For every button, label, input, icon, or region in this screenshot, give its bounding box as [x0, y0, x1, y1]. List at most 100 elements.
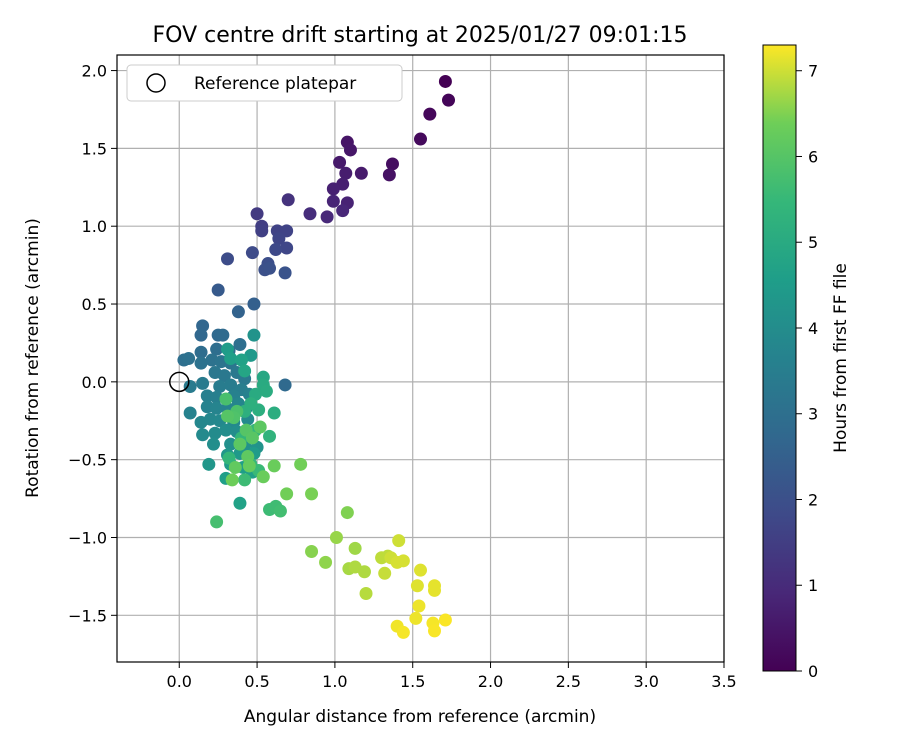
legend-reference-marker — [146, 73, 166, 93]
data-point — [278, 266, 292, 280]
data-point — [256, 470, 270, 484]
data-point — [253, 420, 267, 434]
data-point — [224, 378, 238, 392]
data-point — [442, 93, 456, 107]
data-point — [219, 423, 233, 437]
data-point — [238, 473, 252, 487]
data-point — [217, 369, 231, 383]
data-point — [255, 224, 269, 238]
data-point — [272, 232, 286, 246]
y-tick-label: −1.0 — [68, 528, 107, 547]
data-point — [221, 252, 235, 266]
data-point — [233, 437, 247, 451]
data-point — [329, 530, 343, 544]
data-point — [273, 504, 287, 518]
data-point — [412, 599, 426, 613]
data-point — [210, 515, 224, 529]
data-point — [216, 328, 230, 342]
data-point — [269, 243, 283, 257]
colorbar-tick-label: 6 — [808, 147, 818, 166]
data-point — [305, 544, 319, 558]
data-point — [396, 625, 410, 639]
data-point — [423, 107, 437, 121]
data-point — [354, 166, 368, 180]
data-point — [210, 401, 224, 415]
colorbar-tick-label: 7 — [808, 62, 818, 81]
x-tick-label: 3.0 — [633, 672, 658, 691]
data-point — [326, 194, 340, 208]
reference-platepar-marker — [169, 371, 190, 393]
data-point — [182, 352, 196, 365]
data-point — [231, 305, 245, 319]
x-tick-label: 1.5 — [400, 672, 425, 691]
data-point — [238, 364, 252, 378]
data-point — [233, 496, 247, 510]
x-tick-label: 2.5 — [556, 672, 581, 691]
y-axis-label: Rotation from reference (arcmin) — [23, 218, 43, 498]
data-point — [194, 356, 208, 370]
x-tick-label: 2.0 — [478, 672, 503, 691]
colorbar-ticks: 0 1 2 3 4 5 6 7 — [796, 62, 818, 681]
data-point — [343, 143, 357, 157]
colorbar-tick-label: 1 — [808, 576, 818, 595]
colorbar-label: Hours from first FF file — [831, 263, 851, 453]
data-point — [326, 182, 340, 196]
data-point — [340, 506, 354, 520]
data-point — [210, 342, 224, 356]
data-point — [224, 437, 238, 451]
data-point — [183, 406, 197, 420]
data-point — [280, 487, 294, 501]
data-point — [280, 241, 294, 255]
colorbar-tick-label: 2 — [808, 490, 818, 509]
data-point — [392, 534, 406, 548]
chart-title: FOV centre drift starting at 2025/01/27 … — [153, 23, 688, 48]
data-point — [294, 457, 308, 471]
data-point — [235, 353, 249, 367]
reference-marker-layer — [169, 371, 190, 393]
y-tick-label: 2.0 — [82, 62, 107, 81]
data-point — [247, 297, 261, 311]
data-point — [225, 473, 239, 487]
data-point — [194, 328, 208, 342]
legend: Reference platepar — [126, 64, 403, 102]
data-point — [196, 428, 210, 442]
data-point — [414, 563, 427, 577]
data-point — [319, 555, 333, 569]
x-tick-label: 3.5 — [711, 672, 736, 691]
y-tick-label: 0.0 — [82, 373, 107, 392]
data-point — [357, 565, 371, 579]
data-point — [202, 457, 216, 471]
data-point — [438, 74, 452, 88]
data-point — [267, 459, 281, 473]
data-point — [222, 451, 236, 465]
data-point — [382, 168, 396, 182]
data-point — [267, 406, 281, 420]
data-point — [385, 157, 399, 171]
data-point — [211, 283, 225, 297]
x-tick-label: 1.0 — [322, 672, 347, 691]
legend-entry-label: Reference platepar — [194, 74, 356, 94]
data-point — [183, 380, 197, 394]
data-point — [245, 431, 259, 445]
data-point — [410, 579, 424, 593]
data-point — [233, 337, 247, 351]
data-point — [213, 380, 227, 394]
data-point — [333, 155, 347, 169]
y-tick-label: 0.5 — [82, 295, 107, 314]
data-point — [428, 624, 442, 638]
legend-box — [126, 64, 403, 102]
colorbar-tick-label: 0 — [808, 662, 818, 681]
data-point — [196, 376, 210, 390]
x-tick-label: 0.0 — [167, 672, 192, 691]
y-tick-label: 1.0 — [82, 217, 107, 236]
data-point — [219, 392, 233, 406]
data-point — [409, 611, 423, 625]
plot-area-frame — [116, 54, 725, 663]
x-axis-label: Angular distance from reference (arcmin) — [244, 707, 596, 727]
data-point — [438, 613, 452, 627]
data-point — [281, 193, 295, 207]
data-point — [339, 166, 353, 180]
data-point — [348, 541, 362, 555]
data-point — [263, 429, 277, 443]
